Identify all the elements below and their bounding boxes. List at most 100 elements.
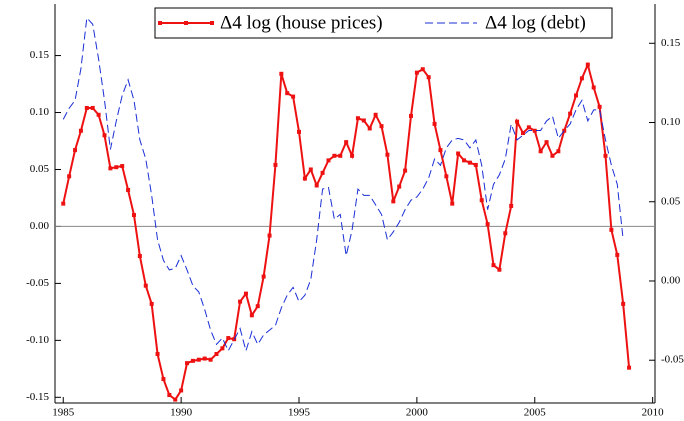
point	[143, 283, 148, 288]
point	[137, 254, 142, 259]
point	[515, 119, 520, 124]
point	[444, 174, 449, 179]
point	[367, 126, 372, 131]
point	[426, 75, 431, 80]
y-tick-label: 0.10	[30, 106, 50, 118]
point	[267, 233, 272, 238]
point	[574, 93, 579, 98]
y2-tick-label: 0.10	[661, 116, 681, 128]
point	[332, 153, 337, 158]
point	[408, 113, 413, 118]
point	[361, 118, 366, 123]
point	[320, 170, 325, 175]
point	[161, 377, 166, 382]
y2-tick-label: 0.00	[661, 275, 681, 287]
x-tick-label: 1995	[288, 407, 311, 419]
x-tick-label: 2000	[406, 407, 429, 419]
point	[379, 124, 384, 129]
point	[538, 149, 543, 154]
point	[78, 128, 83, 133]
y2-tick-label: 0.05	[661, 195, 681, 207]
point	[273, 162, 278, 167]
point	[308, 167, 313, 172]
point	[179, 388, 184, 393]
point	[314, 183, 319, 188]
point	[190, 358, 195, 363]
point	[526, 125, 531, 130]
point	[202, 356, 207, 361]
point	[503, 231, 508, 236]
point	[67, 174, 72, 179]
point	[556, 149, 561, 154]
point	[102, 133, 107, 138]
point	[485, 222, 490, 227]
point	[196, 357, 201, 362]
point	[226, 336, 231, 341]
point	[609, 227, 614, 232]
point	[432, 121, 437, 126]
point	[438, 148, 443, 153]
point	[302, 176, 307, 181]
legend-box	[154, 7, 613, 39]
point	[420, 67, 425, 72]
x-tick-label: 2010	[642, 407, 665, 419]
point	[497, 267, 502, 272]
point	[456, 151, 461, 156]
point	[84, 105, 89, 110]
y-tick-label: 0.15	[30, 49, 50, 61]
point	[550, 153, 555, 158]
legend-marker	[210, 21, 214, 25]
point	[297, 129, 302, 134]
point	[597, 104, 602, 109]
point	[285, 91, 290, 96]
point	[450, 201, 455, 206]
point	[491, 263, 496, 268]
point	[355, 116, 360, 121]
point	[126, 187, 131, 192]
point	[562, 128, 567, 133]
point	[403, 168, 408, 173]
y-tick-label: -0.05	[26, 277, 49, 289]
y2-tick-label: 0.15	[661, 37, 681, 49]
point	[238, 299, 243, 304]
point	[291, 94, 296, 99]
point	[627, 365, 632, 370]
y2-tick-label: -0.05	[661, 354, 684, 366]
point	[114, 165, 119, 170]
point	[243, 291, 248, 296]
point	[579, 76, 584, 81]
point	[591, 85, 596, 90]
point	[479, 198, 484, 203]
point	[173, 397, 178, 402]
point	[391, 199, 396, 204]
x-tick-label: 1985	[52, 407, 75, 419]
point	[214, 352, 219, 357]
legend-marker	[184, 21, 188, 25]
y-tick-label: 0.00	[30, 220, 50, 232]
point	[509, 203, 514, 208]
point	[414, 70, 419, 75]
point	[131, 213, 136, 218]
legend-label: Δ4 log (house prices)	[220, 12, 383, 33]
x-tick-label: 1990	[170, 407, 193, 419]
point	[532, 128, 537, 133]
point	[544, 140, 549, 145]
point	[520, 131, 525, 136]
point	[585, 62, 590, 67]
point	[255, 304, 260, 309]
point	[61, 201, 66, 206]
point	[149, 301, 154, 306]
point	[338, 153, 343, 158]
point	[373, 112, 378, 117]
legend-label: Δ4 log (debt)	[485, 12, 586, 33]
point	[108, 166, 113, 171]
point	[261, 274, 266, 279]
point	[155, 352, 160, 357]
point	[208, 357, 213, 362]
point	[350, 153, 355, 158]
point	[167, 393, 172, 398]
legend-marker	[158, 21, 162, 25]
x-tick-label: 2005	[524, 407, 547, 419]
point	[120, 164, 125, 169]
